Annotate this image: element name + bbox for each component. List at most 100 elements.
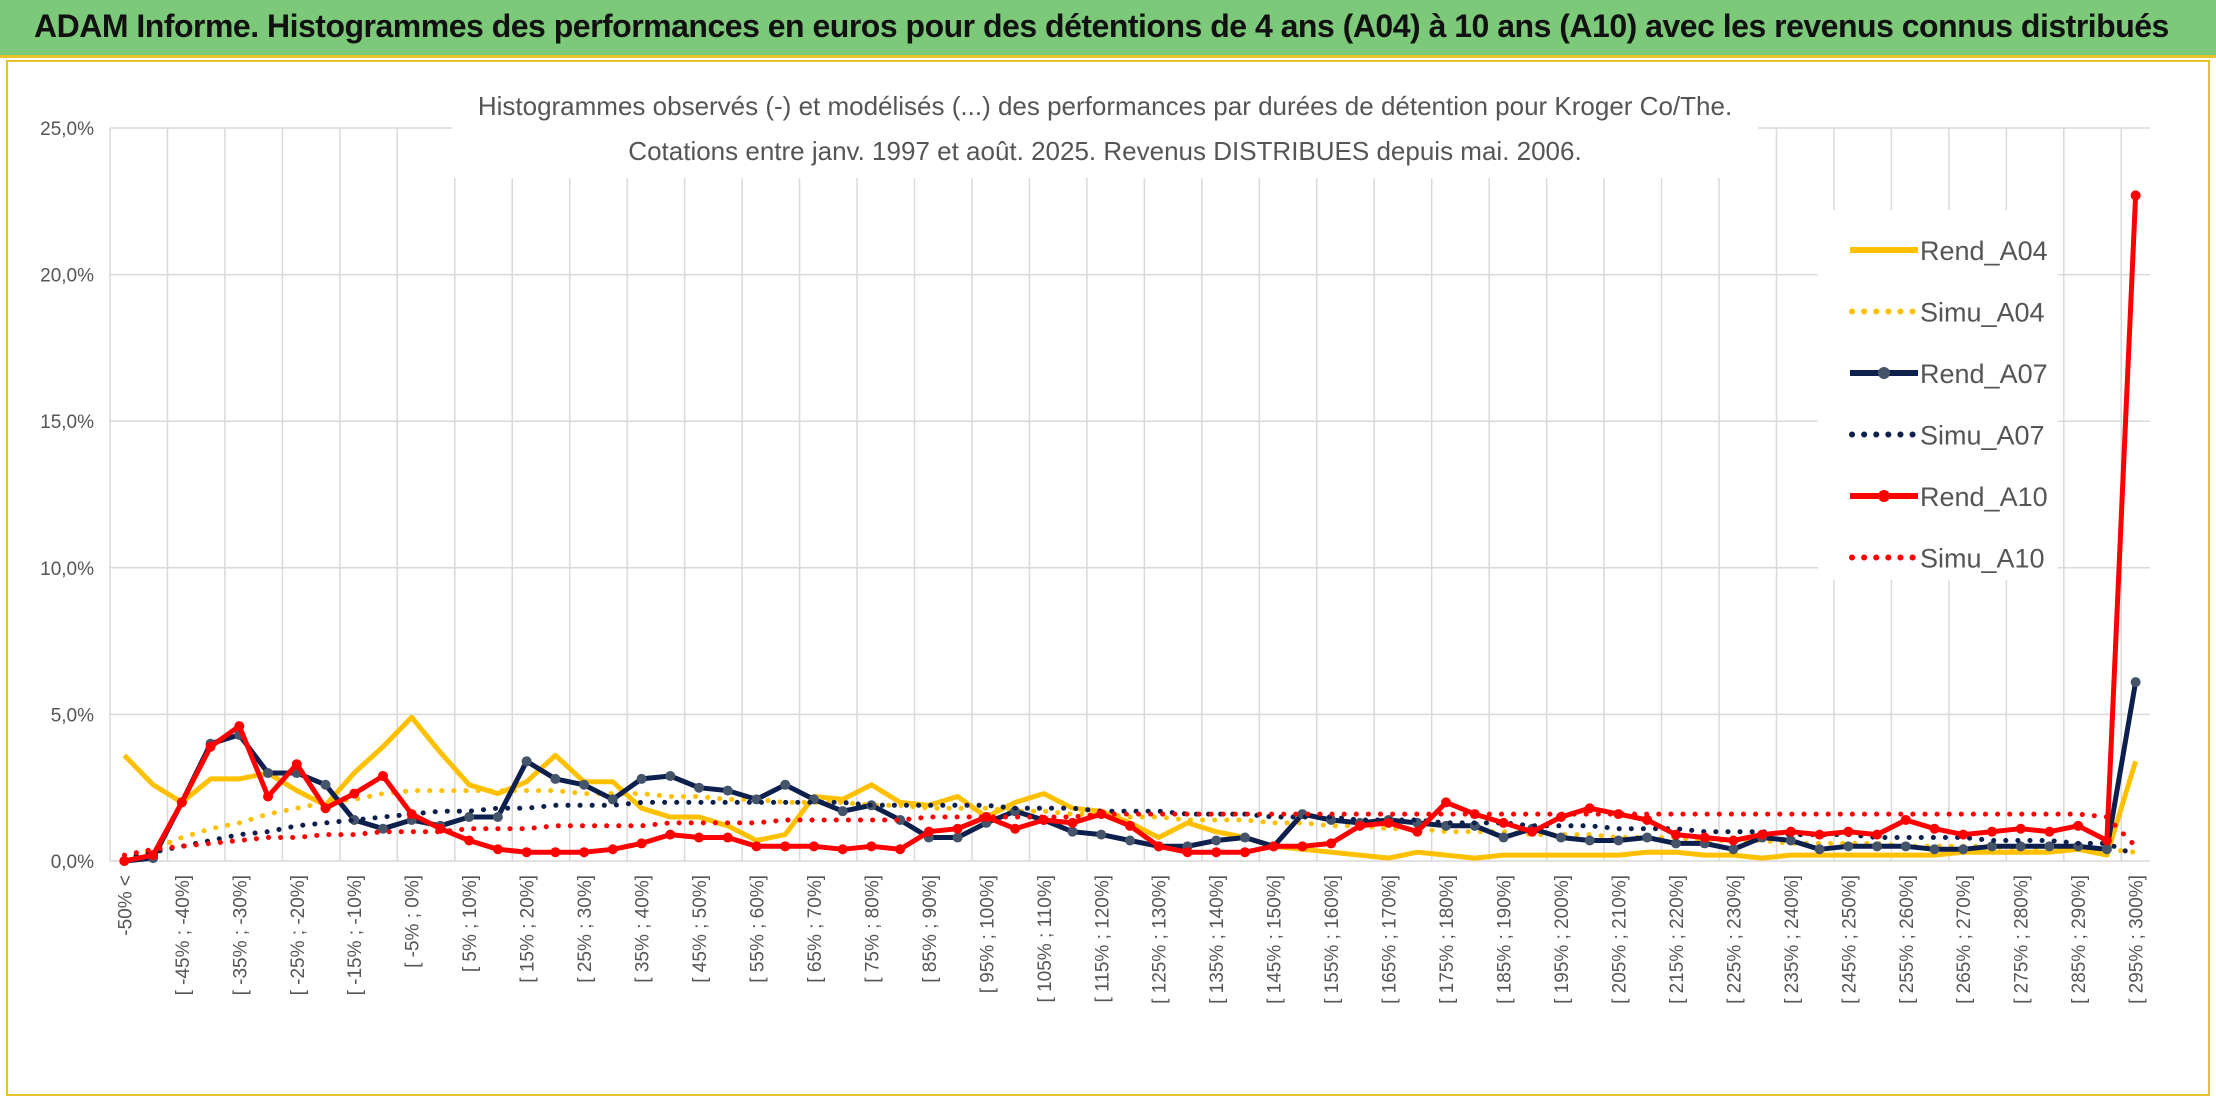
- chart-frame: [6, 60, 2210, 1096]
- rend-a10-point: [1268, 841, 1279, 852]
- x-tick-label: -50% <: [115, 875, 136, 936]
- rend-a10-point: [1929, 823, 1940, 834]
- rend-a10-point: [1699, 832, 1710, 843]
- legend-background: [1818, 210, 2058, 580]
- rend-a10-point: [2044, 826, 2055, 837]
- rend-a10-point: [550, 847, 561, 858]
- x-tick-label: [ 95% ; 100%]: [977, 875, 998, 993]
- rend-a07-point: [2044, 841, 2055, 852]
- x-tick-label: [ -45% ; -40%]: [173, 875, 194, 995]
- x-tick-label: [ 175% ; 180%]: [1437, 875, 1458, 1004]
- rend-a07-point: [377, 823, 388, 834]
- rend-a10-point: [205, 741, 216, 752]
- rend-a10-point: [722, 832, 733, 843]
- rend-a07-point: [1613, 835, 1624, 846]
- rend-a10-point: [1814, 829, 1825, 840]
- x-tick-label: [ -15% ; -10%]: [345, 875, 366, 995]
- rend-a07-point: [579, 779, 590, 790]
- rend-a07-point: [1670, 838, 1681, 849]
- rend-a07-point: [1096, 829, 1107, 840]
- rend-a07-point: [492, 812, 503, 823]
- rend-a07-point: [1239, 832, 1250, 843]
- rend-a07-point: [2101, 844, 2112, 855]
- rend-a07-point: [550, 773, 561, 784]
- rend-a07-point: [1872, 841, 1883, 852]
- x-tick-label: [ 75% ; 80%]: [862, 875, 883, 983]
- rend-a07-point: [1555, 832, 1566, 843]
- rend-a07-point: [895, 814, 906, 825]
- x-tick-label: [ 255% ; 260%]: [1897, 875, 1918, 1004]
- rend-a10-point: [1383, 817, 1394, 828]
- rend-a10-point: [1728, 835, 1739, 846]
- x-tick-label: [ -35% ; -30%]: [230, 875, 251, 995]
- rend-a07-point: [1986, 841, 1997, 852]
- x-tick-label: [ -5% ; 0%]: [403, 875, 424, 968]
- rend-a10-point: [1613, 809, 1624, 820]
- x-tick-label: [ 15% ; 20%]: [518, 875, 539, 983]
- simu-a07-legend-label: Simu_A07: [1920, 421, 2045, 451]
- chart-subtitle: Cotations entre janv. 1997 et août. 2025…: [628, 136, 1581, 166]
- rend-a10-point: [694, 832, 705, 843]
- rend-a10-point: [981, 812, 992, 823]
- simu-a04-series-line: [121, 788, 2139, 862]
- rend-a07-point: [2130, 677, 2141, 688]
- x-tick-label: [ 115% ; 120%]: [1092, 875, 1113, 1002]
- rend-a10-point: [636, 838, 647, 849]
- rend-a10-point: [1067, 817, 1078, 828]
- y-tick-label: 0,0%: [51, 852, 94, 873]
- rend-a10-point: [1441, 797, 1452, 808]
- rend-a10-point: [1326, 838, 1337, 849]
- rend-a10-point: [1843, 826, 1854, 837]
- rend-a07-point: [263, 768, 274, 779]
- rend-a10-point: [579, 847, 590, 858]
- rend-a10-point: [1872, 829, 1883, 840]
- x-tick-label: [ 285% ; 290%]: [2069, 875, 2090, 1004]
- rend-a10-point: [1182, 847, 1193, 858]
- rend-a10-point: [320, 803, 331, 814]
- x-tick-label: [ 205% ; 210%]: [1609, 875, 1630, 1004]
- rend-a10-point: [119, 856, 130, 866]
- x-tick-label: [ -25% ; -20%]: [288, 875, 309, 995]
- rend-a07-legend-marker: [1878, 367, 1890, 379]
- x-tick-label: [ 225% ; 230%]: [1724, 875, 1745, 1004]
- x-tick-label: [ 215% ; 220%]: [1667, 875, 1688, 1004]
- rend-a07-point: [1498, 832, 1509, 843]
- rend-a10-point: [1297, 841, 1308, 852]
- rend-a10-point: [176, 797, 187, 808]
- x-tick-label: [ 85% ; 90%]: [920, 875, 941, 983]
- x-tick-label: [ 125% ; 130%]: [1150, 875, 1171, 1004]
- rend-a10-point: [808, 841, 819, 852]
- rend-a10-point: [1527, 826, 1538, 837]
- simu-a10-series-line: [121, 811, 2139, 858]
- chart-title: Histogrammes observés (-) et modélisés (…: [478, 91, 1732, 121]
- rend-a10-point: [895, 844, 906, 855]
- x-tick-label: [ 155% ; 160%]: [1322, 875, 1343, 1004]
- rend-a10-legend-marker: [1878, 490, 1890, 502]
- y-tick-label: 5,0%: [51, 705, 94, 726]
- x-axis-ticks: -50% < [ -45% ; -40%] [ -35% ; -30%] [ -25%…: [115, 875, 2147, 1004]
- rend-a10-point: [492, 844, 503, 855]
- rend-a10-point: [665, 829, 676, 840]
- rend-a10-point: [837, 844, 848, 855]
- x-tick-label: [ 195% ; 200%]: [1552, 875, 1573, 1004]
- rend-a07-point: [1785, 835, 1796, 846]
- rend-a07-point: [636, 773, 647, 784]
- rend-a07-point: [1929, 844, 1940, 855]
- rend-a10-point: [751, 841, 762, 852]
- y-tick-label: 20,0%: [40, 266, 94, 287]
- rend-a10-point: [1239, 847, 1250, 858]
- y-tick-label: 15,0%: [40, 412, 94, 433]
- rend-a07-point: [722, 785, 733, 796]
- rend-a07-point: [320, 779, 331, 790]
- rend-a10-point: [952, 823, 963, 834]
- report-title: ADAM Informe. Histogrammes des performan…: [34, 8, 2169, 44]
- rend-a10-point: [1498, 817, 1509, 828]
- rend-a07-point: [1067, 826, 1078, 837]
- title-background: [452, 86, 1758, 178]
- rend-a10-point: [1642, 814, 1653, 825]
- rend-a10-point: [1958, 829, 1969, 840]
- rend-a10-point: [234, 721, 245, 732]
- rend-a10-legend-label: Rend_A10: [1920, 482, 2048, 512]
- x-tick-label: [ 135% ; 140%]: [1207, 875, 1228, 1004]
